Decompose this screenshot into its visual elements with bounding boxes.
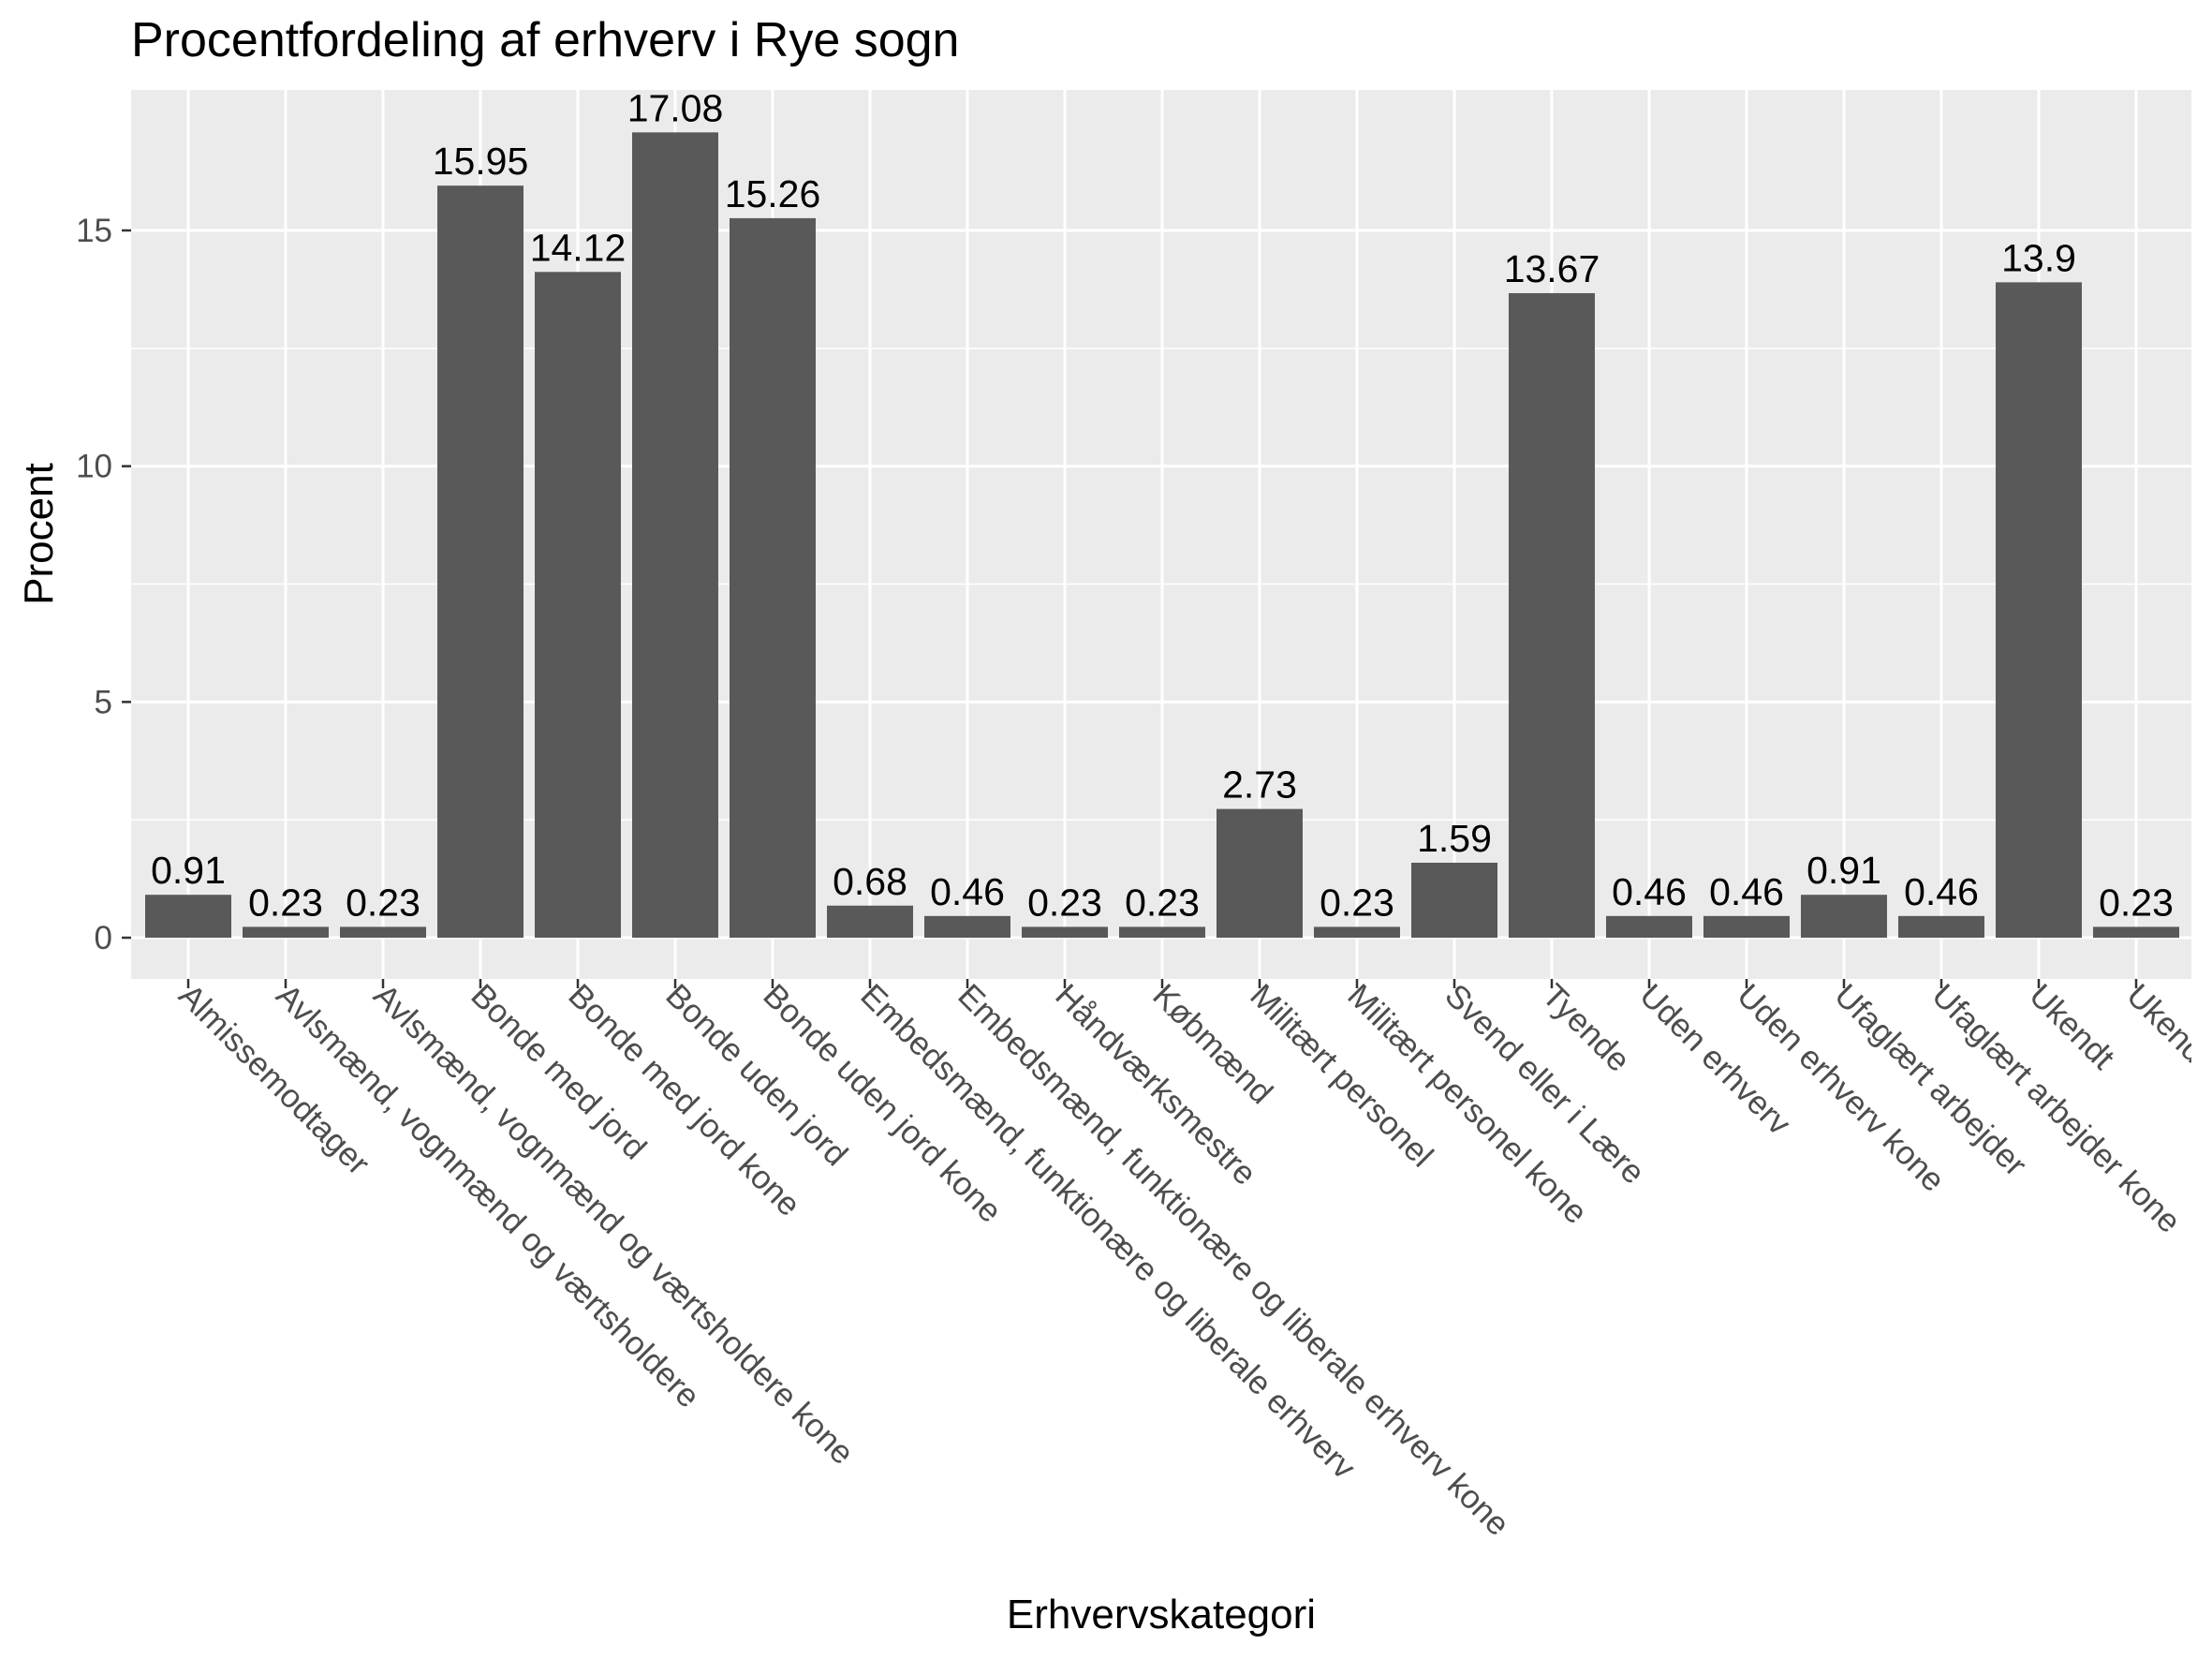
bar — [1314, 926, 1400, 938]
y-tick-label: 15 — [76, 213, 112, 249]
x-axis-title: Erhvervskategori — [1007, 1592, 1316, 1637]
x-tick-label: Bonde uden jord — [658, 977, 854, 1173]
bar — [1801, 895, 1887, 938]
x-tick-label: Militært personel — [1243, 977, 1440, 1175]
chart-title: Procentfordeling af erhverv i Rye sogn — [131, 13, 959, 67]
x-tick-label: Bonde med jord — [464, 977, 653, 1166]
data-label: 0.91 — [151, 849, 226, 892]
data-label: 17.08 — [627, 86, 724, 129]
bars — [145, 132, 2179, 939]
bar — [1898, 915, 1984, 938]
bar — [1509, 292, 1595, 938]
y-axis: 0 5 10 15 — [76, 213, 131, 956]
data-label: 0.23 — [1320, 881, 1394, 924]
data-label: 13.9 — [2001, 236, 2076, 279]
y-tick-label: 5 — [95, 684, 112, 720]
bar — [1606, 915, 1692, 938]
bar — [1217, 808, 1303, 938]
data-label: 14.12 — [530, 226, 627, 269]
bar — [535, 272, 621, 938]
data-label: 2.73 — [1222, 763, 1297, 807]
data-label: 0.46 — [1709, 870, 1784, 913]
data-label: 0.23 — [1125, 881, 1200, 924]
bar — [437, 185, 524, 938]
bar — [632, 132, 718, 939]
bar — [243, 926, 329, 938]
y-tick-label: 10 — [76, 449, 112, 485]
bar — [1996, 282, 2082, 938]
x-tick-label: Ukendt kone — [2119, 977, 2212, 1133]
data-label: 0.23 — [2099, 881, 2174, 924]
data-label: 15.95 — [433, 140, 529, 183]
data-label: 0.46 — [930, 870, 1005, 913]
bar — [1022, 926, 1108, 938]
data-label: 0.23 — [346, 881, 420, 924]
bar — [2093, 926, 2179, 938]
data-label: 0.23 — [1027, 881, 1102, 924]
data-label: 13.67 — [1504, 247, 1600, 290]
data-label: 15.26 — [725, 172, 821, 215]
bar — [827, 905, 913, 938]
bar — [1703, 915, 1790, 938]
data-label: 0.68 — [833, 860, 907, 903]
data-label: 1.59 — [1417, 817, 1492, 860]
data-label: 0.23 — [248, 881, 323, 924]
bar — [145, 895, 231, 938]
bar — [924, 915, 1010, 938]
data-label: 0.91 — [1806, 849, 1881, 892]
y-tick-label: 0 — [95, 920, 112, 956]
data-label: 0.46 — [1612, 870, 1687, 913]
data-label: 0.46 — [1904, 870, 1979, 913]
bar — [1119, 926, 1205, 938]
bar — [340, 926, 426, 938]
bar — [1411, 862, 1497, 938]
y-axis-title: Procent — [16, 463, 62, 605]
bar — [730, 217, 816, 938]
x-tick-label: Ukendt — [2022, 977, 2121, 1076]
